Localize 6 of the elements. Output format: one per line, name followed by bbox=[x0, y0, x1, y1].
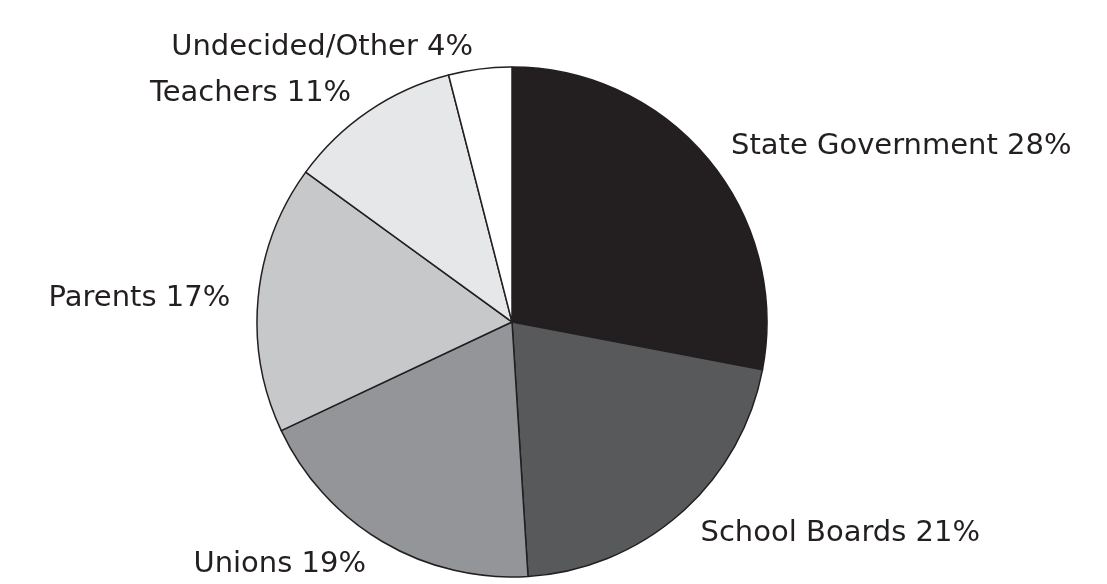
slice-label: Unions 19% bbox=[193, 545, 366, 580]
slice-label: School Boards 21% bbox=[700, 514, 981, 549]
slice-label: State Government 28% bbox=[730, 127, 1072, 162]
slice-label: Undecided/Other 4% bbox=[171, 28, 474, 63]
slice-label: Parents 17% bbox=[48, 278, 231, 313]
slice-label: Teachers 11% bbox=[148, 74, 352, 109]
